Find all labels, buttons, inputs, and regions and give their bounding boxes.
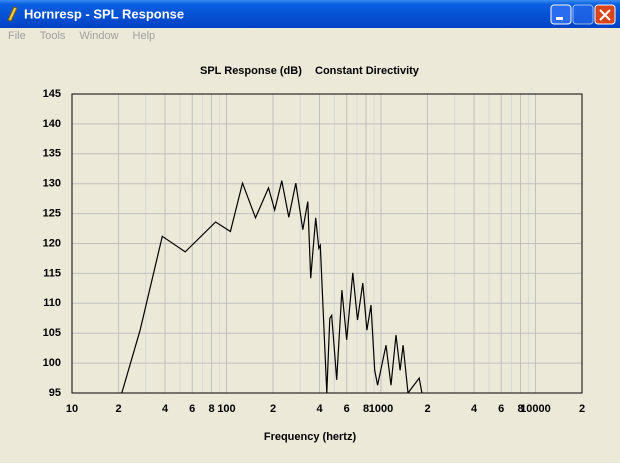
x-tick-label: 4 bbox=[316, 403, 323, 415]
x-tick-label: 2 bbox=[424, 403, 430, 415]
x-tick-label: 6 bbox=[189, 403, 195, 415]
menu-item[interactable]: Window bbox=[79, 30, 118, 42]
minimize-button[interactable] bbox=[550, 4, 572, 25]
x-tick-label: 6 bbox=[498, 403, 504, 415]
y-tick-label: 100 bbox=[43, 357, 61, 369]
spl-curve bbox=[121, 180, 423, 393]
chart-title: SPL Response (dB) bbox=[200, 65, 302, 77]
x-tick-label: 4 bbox=[471, 403, 478, 415]
window-title: Hornresp - SPL Response bbox=[24, 6, 184, 21]
close-icon bbox=[599, 9, 611, 21]
x-tick-label: 10 bbox=[66, 403, 78, 415]
x-tick-label: 2 bbox=[115, 403, 121, 415]
y-tick-label: 115 bbox=[43, 267, 61, 279]
y-tick-label: 145 bbox=[43, 88, 61, 100]
x-tick-label: 2 bbox=[579, 403, 585, 415]
x-tick-label: 8 bbox=[208, 403, 214, 415]
chart-subtitle: Constant Directivity bbox=[315, 65, 420, 77]
x-tick-label: 2 bbox=[270, 403, 276, 415]
menu-item[interactable]: File bbox=[8, 30, 26, 42]
x-tick-label: 8 bbox=[363, 403, 369, 415]
x-tick-label: 100 bbox=[217, 403, 235, 415]
title-bar bbox=[0, 0, 620, 28]
y-tick-label: 120 bbox=[43, 237, 61, 249]
y-tick-label: 135 bbox=[43, 148, 61, 160]
menu-item[interactable]: Tools bbox=[40, 30, 66, 42]
maximize-button[interactable] bbox=[572, 4, 594, 25]
y-tick-label: 95 bbox=[49, 387, 61, 399]
x-axis-label: Frequency (hertz) bbox=[264, 431, 357, 443]
app-icon bbox=[7, 6, 18, 22]
y-tick-label: 110 bbox=[43, 297, 61, 309]
y-tick-label: 105 bbox=[43, 327, 61, 339]
x-tick-label: 6 bbox=[344, 403, 350, 415]
x-tick-label: 1000 bbox=[369, 403, 393, 415]
minimize-icon bbox=[556, 17, 563, 20]
y-tick-label: 130 bbox=[43, 178, 61, 190]
x-tick-label: 4 bbox=[162, 403, 169, 415]
x-tick-label: 10000 bbox=[520, 403, 551, 415]
menu-bar: File Tools Window Help bbox=[8, 30, 155, 42]
x-tick-label: 8 bbox=[517, 403, 523, 415]
y-tick-label: 140 bbox=[43, 118, 61, 130]
menu-item[interactable]: Help bbox=[133, 30, 156, 42]
y-tick-label: 125 bbox=[43, 208, 61, 220]
